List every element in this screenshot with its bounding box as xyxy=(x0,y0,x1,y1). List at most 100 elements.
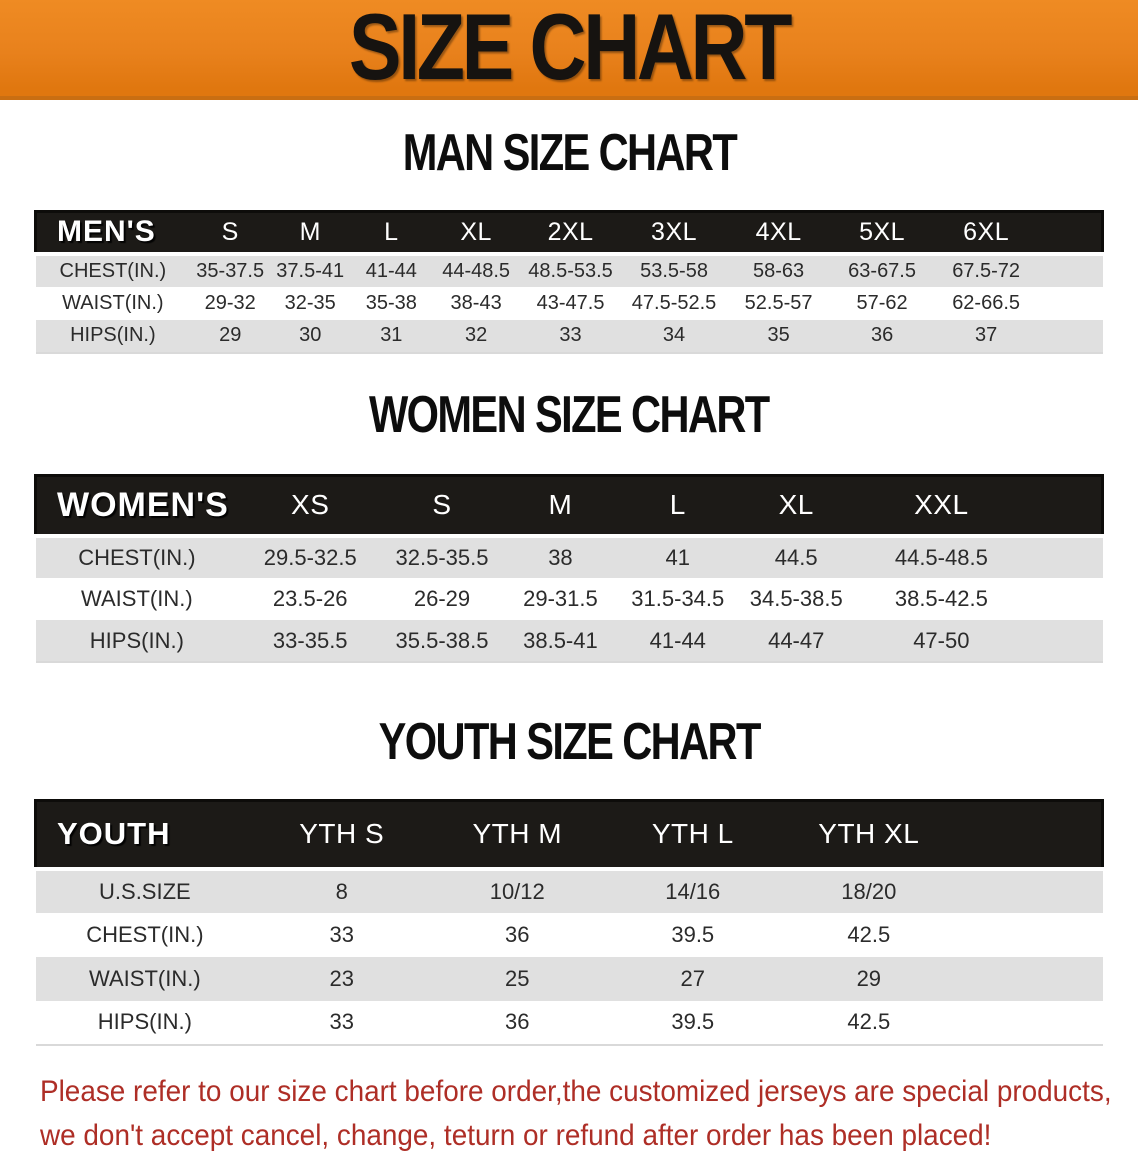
row-spacer xyxy=(957,869,1102,913)
row-label: HIPS(IN.) xyxy=(70,324,156,346)
size-value-cell: 31 xyxy=(380,324,403,346)
youth-row-waist-in: WAIST(IN.) 23 25 27 29 xyxy=(35,956,1103,1001)
size-value-cell: 26-29 xyxy=(413,586,471,611)
size-value-cell: 39.5 xyxy=(671,921,715,947)
row-label: HIPS(IN.) xyxy=(97,1009,192,1034)
size-value-cell: 23.5-26 xyxy=(272,586,348,611)
youth-size-header-yth-m: YTH M xyxy=(472,818,563,850)
size-value-cell: 42.5 xyxy=(847,921,891,947)
size-value-cell: 29 xyxy=(856,965,882,991)
size-value-cell: 41 xyxy=(665,545,691,570)
men-section-heading: MAN SIZE CHART xyxy=(0,127,1138,188)
size-value-cell: 53.5-58 xyxy=(640,259,708,282)
banner: SIZE CHART xyxy=(0,0,1138,100)
youth-size-header-yth-s: YTH S xyxy=(299,818,385,850)
size-value-cell: 14/16 xyxy=(665,878,721,904)
row-label: CHEST(IN.) xyxy=(78,545,196,570)
women-section-heading-text: WOMEN SIZE CHART xyxy=(369,385,770,444)
size-value-cell: 35-38 xyxy=(365,291,417,314)
header-spacer xyxy=(1038,212,1102,254)
header-spacer xyxy=(1027,475,1103,536)
size-value-cell: 39.5 xyxy=(671,1009,715,1034)
size-value-cell: 25 xyxy=(505,965,530,991)
size-value-cell: 34 xyxy=(662,324,686,346)
women-row-hips-in: HIPS(IN.) 33-35.5 35.5-38.5 38.5-41 41-44 44-… xyxy=(35,620,1103,662)
women-row-waist-in: WAIST(IN.) 23.5-26 26-29 29-31.5 31.5-34.5 34… xyxy=(36,578,1103,620)
size-value-cell: 36 xyxy=(505,921,530,947)
size-value-cell: 36 xyxy=(505,1009,530,1034)
size-value-cell: 47-50 xyxy=(913,627,970,653)
section-women: WOMEN SIZE CHART WOMEN'S XS S M L XL XXL CHEST(… xyxy=(0,385,1138,663)
row-label: WAIST(IN.) xyxy=(62,291,164,314)
men-size-header-4xl: 4XL xyxy=(755,217,802,246)
size-value-cell: 29 xyxy=(219,324,242,346)
row-spacer xyxy=(1027,620,1103,662)
men-size-table: MEN'S S M L XL 2XL 3XL 4XL 5XL 6XL CHEST(IN.) 35-37… xyxy=(34,210,1104,354)
row-spacer xyxy=(1038,320,1102,353)
size-value-cell: 29.5-32.5 xyxy=(263,545,357,570)
size-value-cell: 44.5-48.5 xyxy=(894,545,988,570)
row-label: WAIST(IN.) xyxy=(89,965,201,991)
size-value-cell: 62-66.5 xyxy=(952,291,1021,314)
size-value-cell: 38.5-42.5 xyxy=(894,586,988,611)
size-value-cell: 32.5-35.5 xyxy=(395,545,489,570)
size-value-cell: 67.5-72 xyxy=(952,259,1021,282)
size-value-cell: 47.5-52.5 xyxy=(631,291,717,314)
women-size-header-l: L xyxy=(669,489,686,521)
size-value-cell: 30 xyxy=(299,324,322,346)
men-row-chest-in: CHEST(IN.) 35-37.5 37.5-41 41-44 44-48.5 48.5… xyxy=(35,253,1103,287)
size-value-cell: 41-44 xyxy=(649,627,706,653)
header-spacer xyxy=(957,801,1102,869)
size-value-cell: 10/12 xyxy=(489,878,545,904)
men-size-header-6xl: 6XL xyxy=(963,217,1010,246)
size-value-cell: 8 xyxy=(335,878,348,904)
size-value-cell: 35 xyxy=(767,324,790,346)
men-size-header-5xl: 5XL xyxy=(859,217,906,246)
men-size-header-3xl: 3XL xyxy=(651,217,698,246)
women-size-header-row: WOMEN'S XS S M L XL XXL xyxy=(35,475,1103,536)
men-size-header-s: S xyxy=(221,217,239,246)
men-size-header-row: MEN'S S M L XL 2XL 3XL 4XL 5XL 6XL xyxy=(35,211,1103,254)
size-value-cell: 44.5 xyxy=(774,545,818,570)
youth-size-header-row: YOUTH YTH S YTH M YTH L YTH XL xyxy=(35,800,1103,869)
size-value-cell: 27 xyxy=(680,965,705,991)
youth-row-chest-in: CHEST(IN.) 33 36 39.5 42.5 xyxy=(36,913,1103,957)
disclaimer-line-2: we don't accept cancel, change, teturn o… xyxy=(40,1118,992,1152)
youth-size-header-yth-xl: YTH XL xyxy=(818,818,920,850)
section-men: MAN SIZE CHART MEN'S S M L XL 2XL 3XL 4XL 5XL 6XL… xyxy=(0,127,1138,354)
women-size-table: WOMEN'S XS S M L XL XXL CHEST(IN.) 29.5-32.5 32.5… xyxy=(34,474,1104,663)
size-value-cell: 32 xyxy=(465,324,488,346)
size-value-cell: 52.5-57 xyxy=(744,291,813,314)
size-value-cell: 34.5-38.5 xyxy=(749,586,843,611)
size-value-cell: 29-32 xyxy=(204,291,256,314)
size-value-cell: 37 xyxy=(974,324,998,346)
row-spacer xyxy=(1038,254,1102,287)
size-value-cell: 29-31.5 xyxy=(523,586,598,611)
youth-row-hips-in: HIPS(IN.) 33 36 39.5 42.5 xyxy=(36,1001,1103,1045)
row-spacer xyxy=(957,1001,1102,1045)
women-size-header-xs: XS xyxy=(291,489,330,521)
size-value-cell: 37.5-41 xyxy=(276,259,345,282)
youth-table-title: YOUTH xyxy=(57,816,171,852)
row-spacer xyxy=(957,913,1102,957)
youth-section-heading: YOUTH SIZE CHART xyxy=(0,713,1138,777)
size-value-cell: 33 xyxy=(559,324,582,346)
size-value-cell: 44-47 xyxy=(768,627,825,653)
women-table-title: WOMEN'S xyxy=(57,485,229,524)
size-value-cell: 23 xyxy=(329,965,354,991)
size-value-cell: 36 xyxy=(870,324,894,346)
youth-section-heading-text: YOUTH SIZE CHART xyxy=(378,713,761,771)
row-spacer xyxy=(1027,578,1103,620)
men-size-header-l: L xyxy=(384,217,399,246)
size-value-cell: 35-37.5 xyxy=(196,259,265,282)
size-value-cell: 58-63 xyxy=(753,259,805,282)
size-value-cell: 38 xyxy=(548,545,573,570)
size-value-cell: 31.5-34.5 xyxy=(631,586,725,611)
banner-title: SIZE CHART xyxy=(0,0,1138,115)
size-value-cell: 32-35 xyxy=(284,291,336,314)
women-row-chest-in: CHEST(IN.) 29.5-32.5 32.5-35.5 38 41 44.5 44.5… xyxy=(35,536,1103,578)
row-label: CHEST(IN.) xyxy=(59,259,167,282)
size-value-cell: 43-47.5 xyxy=(536,291,605,314)
row-spacer xyxy=(1027,536,1103,578)
